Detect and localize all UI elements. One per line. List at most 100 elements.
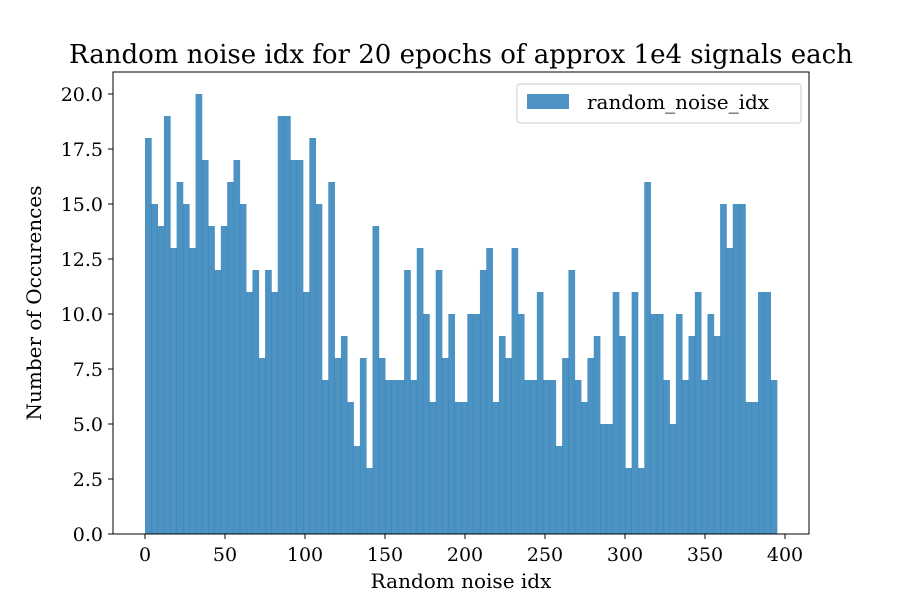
histogram-bar — [277, 116, 285, 534]
histogram-bar — [258, 358, 266, 534]
histogram-bar — [644, 182, 651, 534]
histogram-bar — [448, 314, 456, 534]
histogram-bar — [593, 336, 601, 534]
histogram-bar — [442, 358, 449, 534]
histogram-bar — [271, 292, 279, 534]
histogram-bar — [246, 292, 253, 534]
histogram-bar — [555, 446, 563, 534]
histogram-bar — [682, 380, 689, 534]
histogram-bar — [385, 380, 392, 534]
histogram-bar — [182, 204, 190, 534]
y-axis-label: Number of Occurences — [22, 186, 46, 421]
histogram-bar — [201, 160, 209, 534]
histogram-bar — [195, 94, 203, 534]
histogram-bar — [498, 336, 506, 534]
histogram-bar — [707, 314, 715, 534]
histogram-bar — [656, 314, 664, 534]
histogram-bar — [713, 336, 721, 534]
histogram-bar — [637, 468, 645, 534]
histogram-bar — [454, 402, 462, 534]
histogram-bar — [543, 380, 550, 534]
x-tick-label: 50 — [213, 544, 237, 566]
histogram-bar — [233, 160, 241, 534]
histogram-bar — [151, 204, 158, 534]
histogram-bar — [208, 226, 215, 534]
y-axis-ticks: 0.0 2.5 5.0 7.5 10.0 12.5 15.0 17.5 20.0 — [61, 84, 113, 546]
histogram-bar — [391, 380, 399, 534]
histogram-bar — [163, 116, 171, 534]
histogram-bar — [252, 270, 260, 534]
x-tick-label: 0 — [139, 544, 151, 566]
chart-title: Random noise idx for 20 epochs of approx… — [69, 40, 853, 70]
histogram-bar — [189, 248, 196, 534]
histogram-bar — [397, 380, 405, 534]
histogram-bar — [745, 402, 753, 534]
histogram-bar — [284, 116, 291, 534]
histogram-bar — [378, 358, 386, 534]
y-tick-label: 12.5 — [61, 249, 103, 271]
histogram-bar — [473, 314, 481, 534]
legend-label: random_noise_idx — [587, 90, 770, 114]
y-tick-label: 5.0 — [73, 414, 103, 436]
histogram-bar — [296, 160, 304, 534]
histogram-bar — [340, 336, 348, 534]
histogram-bar — [524, 380, 531, 534]
histogram-bar — [770, 380, 778, 534]
histogram-bar — [619, 336, 626, 534]
histogram-bar — [764, 292, 772, 534]
x-tick-label: 300 — [607, 544, 643, 566]
y-tick-label: 0.0 — [73, 524, 103, 546]
histogram-bar — [663, 380, 670, 534]
histogram-bar — [536, 292, 544, 534]
histogram-bar — [581, 402, 588, 534]
x-tick-label: 150 — [367, 544, 403, 566]
histogram-bar — [321, 380, 329, 534]
histogram-bar — [606, 424, 614, 534]
histogram-bar — [366, 468, 373, 534]
legend: random_noise_idx — [516, 83, 802, 124]
histogram-bar — [600, 424, 607, 534]
y-tick-label: 10.0 — [61, 304, 103, 326]
histogram-bar — [688, 336, 696, 534]
histogram-bar — [574, 380, 582, 534]
histogram-bar — [726, 248, 734, 534]
histogram-bar — [410, 380, 418, 534]
histogram-bar — [372, 226, 380, 534]
legend-swatch — [527, 94, 569, 109]
histogram-bar — [568, 270, 576, 534]
y-tick-label: 20.0 — [61, 84, 103, 106]
histogram-bar — [303, 292, 310, 534]
y-tick-label: 7.5 — [73, 359, 103, 381]
histogram-bar — [265, 270, 272, 534]
x-axis-ticks: 0 50 100 150 200 250 300 350 400 — [139, 534, 803, 566]
histogram-bar — [328, 182, 335, 534]
histogram-bar — [145, 138, 152, 534]
histogram-bar — [511, 248, 519, 534]
histogram-bar — [315, 204, 323, 534]
histogram-bar — [631, 292, 639, 534]
histogram-bar — [739, 204, 746, 534]
histogram-bar — [720, 204, 727, 534]
histogram-bar — [675, 314, 683, 534]
histogram-bar — [220, 226, 228, 534]
histogram-bar — [751, 402, 759, 534]
histogram-bar — [170, 248, 177, 534]
histogram-bar — [290, 160, 298, 534]
histogram-bar — [530, 380, 538, 534]
histogram-bar — [227, 182, 234, 534]
histogram-bar — [334, 358, 342, 534]
histogram-bar — [625, 468, 632, 534]
bars-group — [145, 94, 778, 534]
y-tick-label: 15.0 — [61, 194, 103, 216]
histogram-bar — [353, 446, 361, 534]
histogram-bar — [429, 402, 437, 534]
histogram-bar — [694, 292, 702, 534]
histogram-bar — [505, 358, 512, 534]
histogram-bar — [517, 314, 525, 534]
histogram-bar — [239, 204, 247, 534]
histogram-bar — [467, 314, 474, 534]
x-tick-label: 400 — [767, 544, 803, 566]
histogram-bar — [423, 314, 430, 534]
histogram-bar — [435, 270, 443, 534]
